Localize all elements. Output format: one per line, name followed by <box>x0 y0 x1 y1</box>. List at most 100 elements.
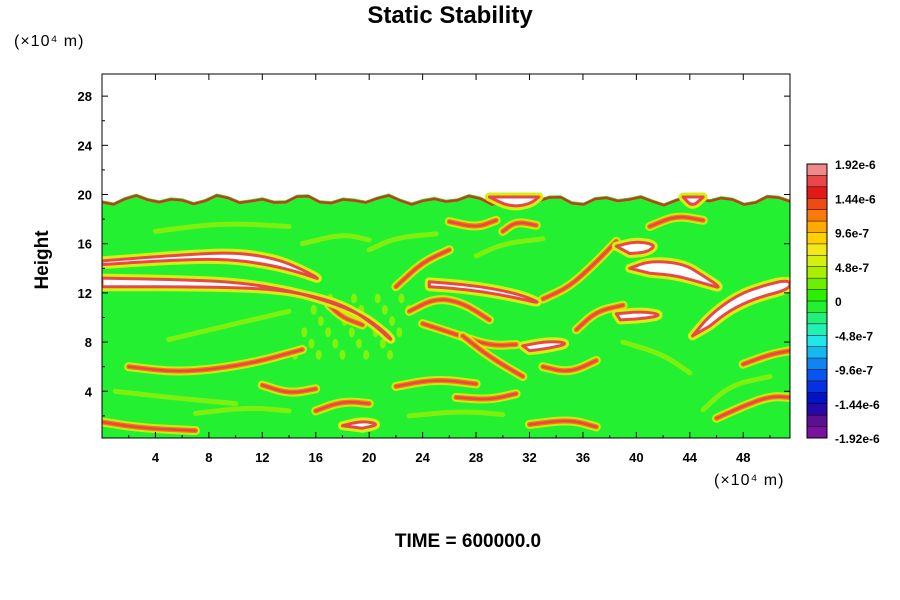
feature-jet-lower <box>102 276 393 341</box>
wave-cell <box>325 327 332 338</box>
streak-core <box>127 348 304 373</box>
weak-streak <box>406 409 506 419</box>
stability-field <box>102 192 790 438</box>
weak-streak <box>366 231 439 253</box>
wave-cell <box>348 327 355 338</box>
colorbar-segment <box>807 426 827 439</box>
wave-cell <box>356 338 362 349</box>
colorbar-segment <box>807 232 827 245</box>
colorbar-label: -9.6e-7 <box>835 364 873 378</box>
x-tick-label: 16 <box>309 450 323 465</box>
feature-patch-39-lower <box>614 310 660 322</box>
x-tick-label: 36 <box>576 450 590 465</box>
streak-core <box>741 349 790 366</box>
x-tick-label: 4 <box>152 450 160 465</box>
colorbar-segment <box>807 346 827 359</box>
x-tick-label: 44 <box>683 450 698 465</box>
streak-core <box>715 395 790 420</box>
colorbar-label: 4.8e-7 <box>835 261 869 275</box>
wave-cell <box>379 338 386 349</box>
colorbar-segment <box>807 164 827 176</box>
weak-streak <box>166 308 292 343</box>
streak-core <box>541 239 618 301</box>
streak-core <box>261 383 317 394</box>
colorbar: 1.92e-6 1.44e-6 9.6e-7 4.8e-7 0 -4.8e-7 -9.6e-… <box>806 158 880 446</box>
streak-core <box>454 392 518 401</box>
time-readout: TIME = 600000.0 <box>0 531 900 553</box>
feature-patch-19 <box>341 420 378 430</box>
streak-core <box>541 359 598 373</box>
colorbar-segment <box>807 255 827 268</box>
wave-cell <box>310 304 317 315</box>
wave-cell <box>381 304 388 315</box>
streak-core <box>648 215 705 228</box>
x-tick-label: 24 <box>415 450 430 465</box>
colorbar-frame <box>806 163 828 439</box>
feature-patch-33 <box>521 340 567 353</box>
streak-core <box>394 379 478 388</box>
x-tick-label: 8 <box>205 450 212 465</box>
colorbar-segment <box>807 335 827 347</box>
cloud-top-fringe <box>102 194 790 207</box>
x-tick-label: 12 <box>255 450 269 465</box>
colorbar-label: 1.44e-6 <box>835 192 876 206</box>
wave-cell <box>332 338 339 349</box>
colorbar-segment <box>807 198 827 210</box>
colorbar-segment <box>807 358 827 370</box>
colorbar-segment <box>807 175 827 188</box>
wave-cell <box>374 293 381 304</box>
wave-cell <box>396 327 403 338</box>
colorbar-segment <box>807 243 827 256</box>
streak-core <box>448 219 498 228</box>
wave-cell <box>301 327 308 338</box>
colorbar-segment <box>807 380 827 393</box>
x-axis-unit: (×10⁴ m) <box>714 472 785 489</box>
wave-cell <box>339 349 346 360</box>
x-tick-label: 48 <box>736 450 750 465</box>
streak-core <box>394 248 451 288</box>
y-tick-label: 20 <box>78 188 92 203</box>
colorbar-segment <box>807 186 827 199</box>
time-label: TIME = 600000.0 <box>394 531 542 552</box>
feature-jet-upper <box>102 251 319 280</box>
colorbar-segment <box>807 369 827 382</box>
chart-title: Static Stability <box>367 2 533 29</box>
feature-cloud-top-44 <box>681 195 705 206</box>
colorbar-segment <box>807 278 827 290</box>
wave-cell <box>317 316 324 327</box>
streak-core <box>421 322 518 347</box>
feature-east-plume <box>691 279 790 338</box>
colorbar-segment <box>807 289 827 302</box>
colorbar-segment <box>807 323 827 336</box>
weak-streak <box>700 374 773 413</box>
colorbar-segment <box>807 266 827 279</box>
y-tick-label: 4 <box>85 384 93 399</box>
y-tick-label: 12 <box>78 286 92 301</box>
x-tick-label: 28 <box>469 450 483 465</box>
wave-cell <box>351 293 357 304</box>
weak-streak <box>473 236 546 259</box>
colorbar-label: -1.92e-6 <box>835 432 880 446</box>
streak-core <box>575 303 625 332</box>
wave-cell <box>315 349 322 360</box>
wave-cell <box>363 349 370 360</box>
x-tick-label: 40 <box>629 450 643 465</box>
feature-patch-28 <box>427 280 539 304</box>
colorbar-segment <box>807 392 827 405</box>
colorbar-label: 1.92e-6 <box>835 158 876 172</box>
colorbar-segment <box>807 415 827 427</box>
weak-streak <box>193 405 292 416</box>
wave-cell <box>389 316 396 327</box>
colorbar-label: 0 <box>835 295 842 309</box>
streak-core <box>314 400 371 413</box>
feature-patch-40-upper <box>614 240 655 255</box>
y-tick-label: 24 <box>78 138 93 153</box>
weak-streak <box>299 233 372 247</box>
plot-frame <box>101 73 791 439</box>
streak-core <box>102 420 197 432</box>
colorbar-segment <box>807 403 827 416</box>
y-tick-label: 8 <box>85 335 92 350</box>
streak-core <box>528 419 598 429</box>
x-tick-label: 20 <box>362 450 376 465</box>
